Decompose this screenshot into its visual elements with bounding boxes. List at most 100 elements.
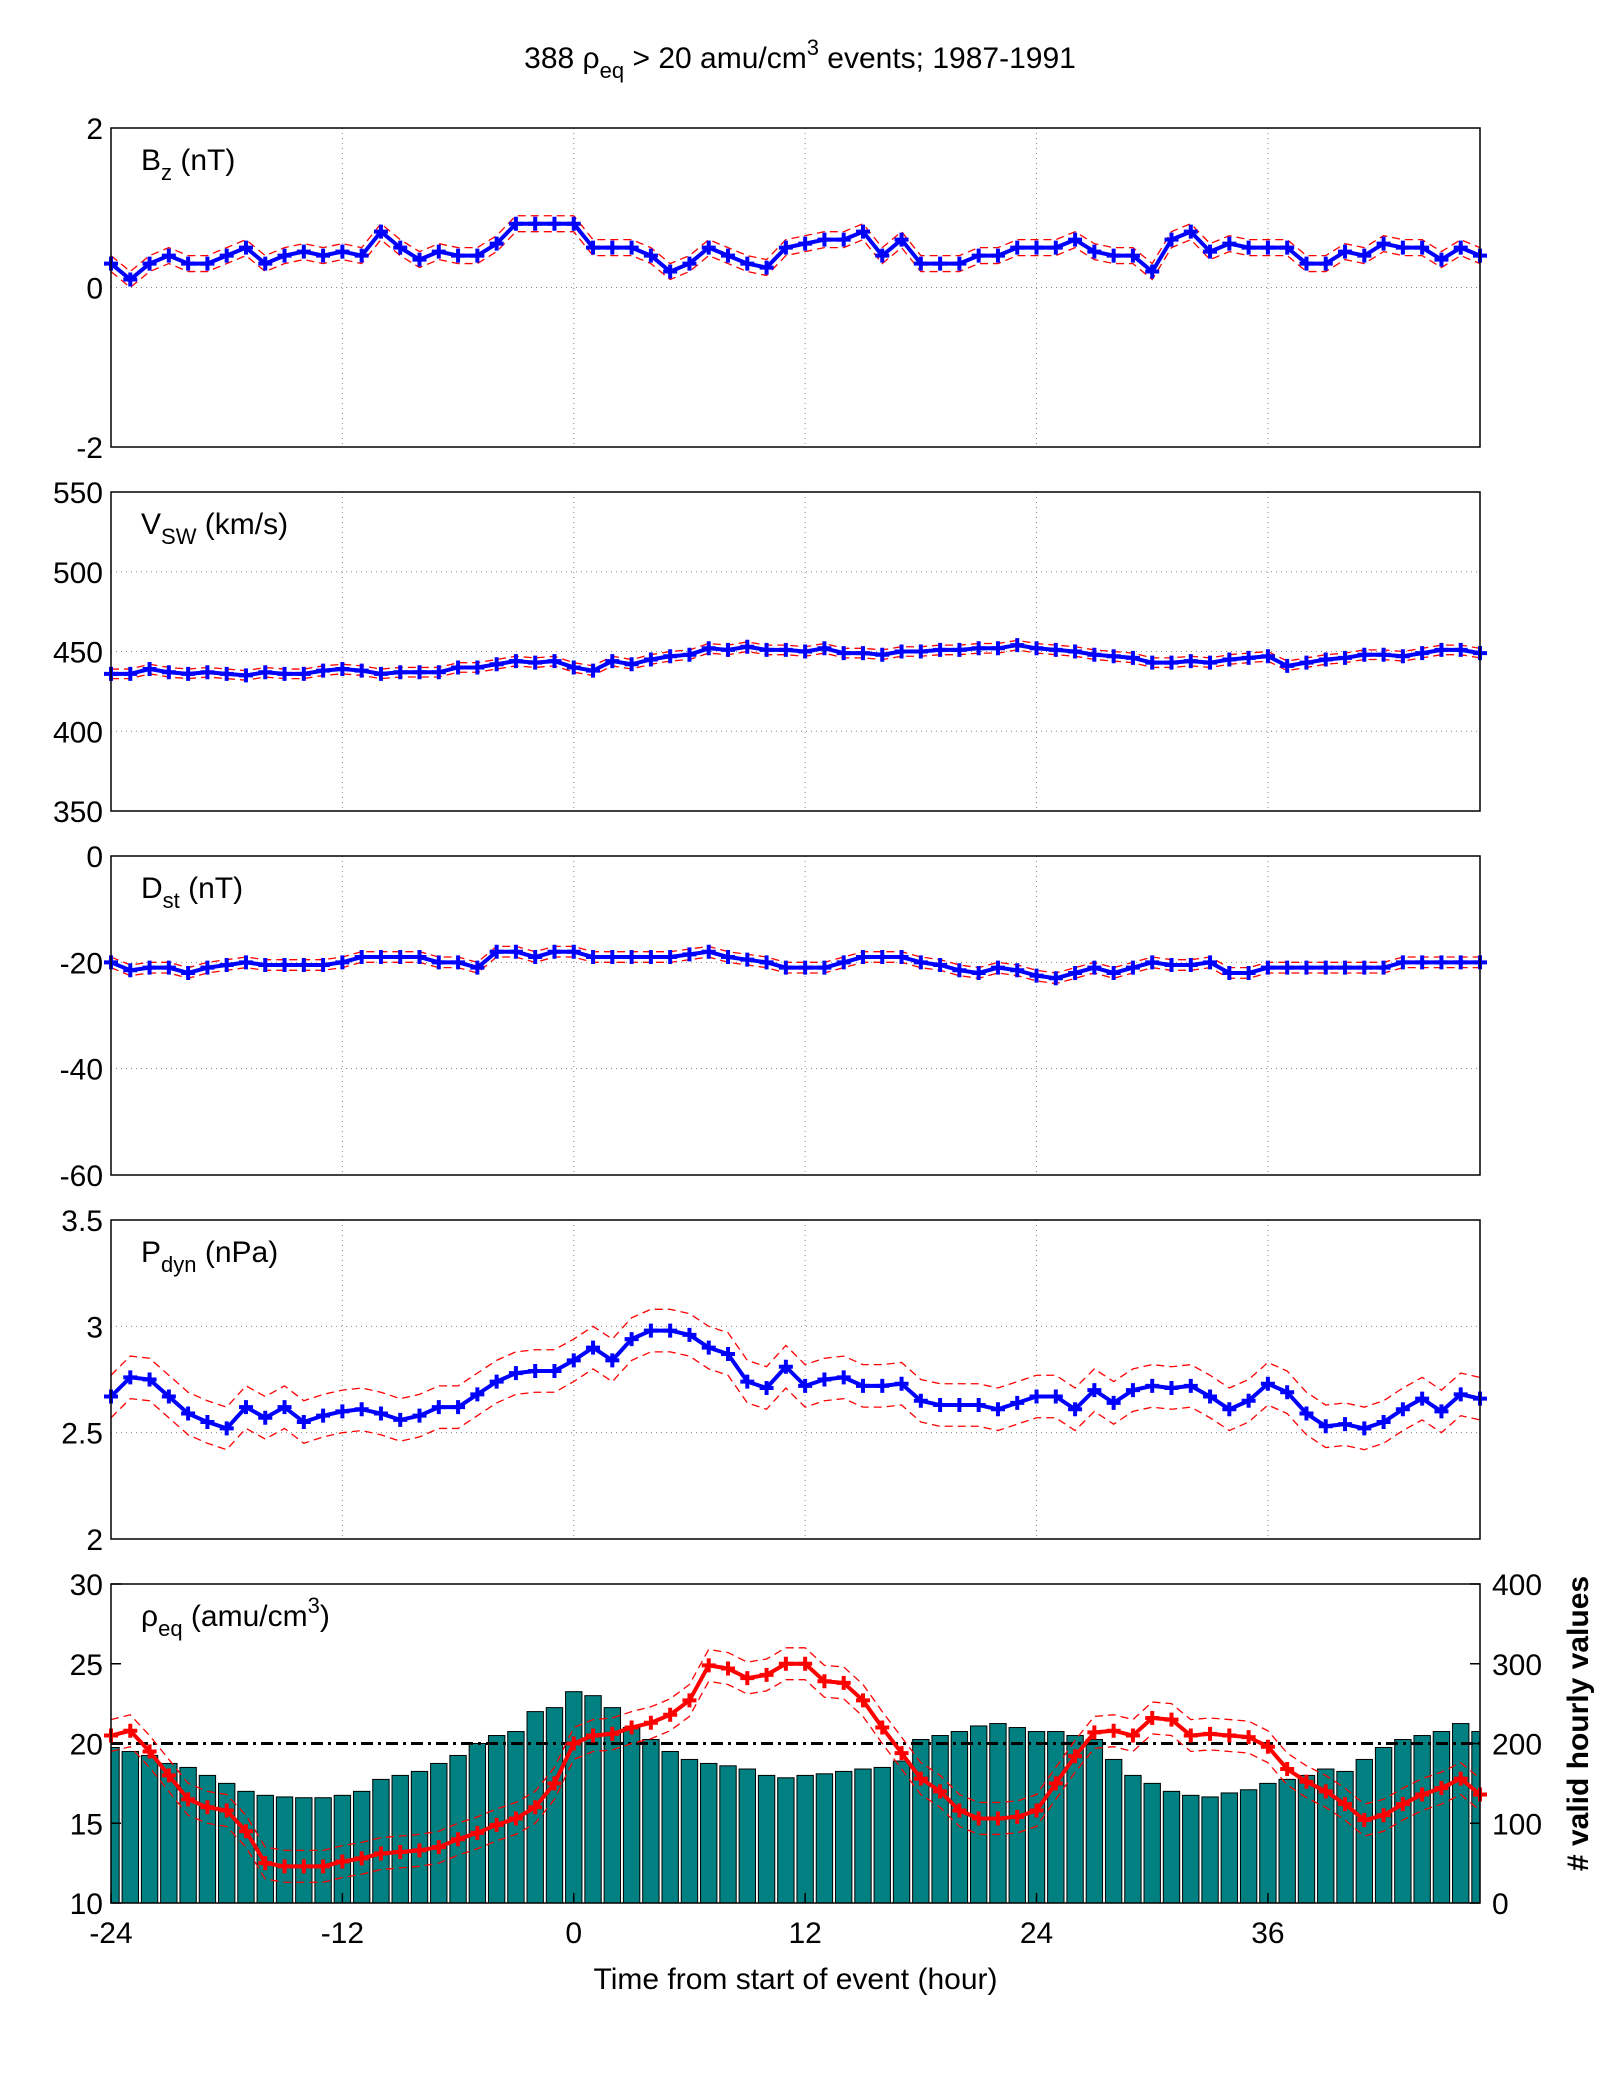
marker xyxy=(258,256,273,271)
marker xyxy=(1106,965,1121,980)
marker xyxy=(489,1817,504,1832)
marker xyxy=(798,644,813,659)
error-lower xyxy=(110,1679,1481,1883)
marker xyxy=(258,957,273,972)
marker xyxy=(875,1378,890,1393)
marker xyxy=(1241,240,1256,255)
marker xyxy=(624,240,639,255)
marker xyxy=(393,1412,408,1427)
marker xyxy=(335,244,350,259)
marker xyxy=(875,647,890,662)
marker xyxy=(1029,1803,1044,1818)
marker xyxy=(1376,1415,1391,1430)
marker xyxy=(200,1800,215,1815)
marker xyxy=(759,1381,774,1396)
marker xyxy=(566,944,581,959)
marker xyxy=(161,960,176,975)
marker xyxy=(721,1346,736,1361)
marker xyxy=(1164,1712,1179,1727)
marker xyxy=(412,1843,427,1858)
text-part: eq xyxy=(600,58,624,83)
marker xyxy=(373,1846,388,1861)
error-lower xyxy=(111,649,1481,681)
marker xyxy=(1125,248,1140,263)
bar xyxy=(1201,1796,1219,1904)
marker xyxy=(1241,1393,1256,1408)
marker xyxy=(605,654,620,669)
marker xyxy=(740,256,755,271)
marker xyxy=(412,950,427,965)
marker xyxy=(566,660,581,675)
marker xyxy=(1087,647,1102,662)
bar xyxy=(854,1768,872,1904)
bar xyxy=(1104,1758,1123,1904)
marker xyxy=(1299,1406,1314,1421)
bar xyxy=(565,1691,583,1904)
error-upper xyxy=(110,1647,1481,1852)
marker xyxy=(855,224,870,239)
marker xyxy=(1395,649,1410,664)
text-part: (nPa) xyxy=(197,1236,279,1269)
marker xyxy=(721,1661,736,1676)
marker xyxy=(1125,960,1140,975)
marker xyxy=(393,950,408,965)
marker xyxy=(238,240,253,255)
marker xyxy=(1434,955,1449,970)
marker xyxy=(933,256,948,271)
marker xyxy=(875,248,890,263)
marker xyxy=(740,1374,755,1389)
marker xyxy=(894,1376,909,1391)
marker xyxy=(1338,244,1353,259)
marker xyxy=(1010,1809,1025,1824)
marker xyxy=(778,1656,793,1671)
marker xyxy=(971,1398,986,1413)
marker xyxy=(1183,957,1198,972)
marker xyxy=(836,646,851,661)
marker xyxy=(586,950,601,965)
marker xyxy=(219,1421,234,1436)
bar xyxy=(796,1774,814,1904)
marker xyxy=(123,272,138,287)
marker xyxy=(1125,1728,1140,1743)
marker xyxy=(759,1667,774,1682)
bar xyxy=(545,1707,564,1904)
marker xyxy=(508,654,523,669)
marker xyxy=(373,224,388,239)
marker xyxy=(508,1366,523,1381)
marker xyxy=(1183,1378,1198,1393)
marker xyxy=(778,240,793,255)
plot-frame xyxy=(110,1219,1481,1540)
marker xyxy=(1338,960,1353,975)
marker xyxy=(219,248,234,263)
marker xyxy=(335,1404,350,1419)
bar xyxy=(777,1777,795,1904)
marker xyxy=(277,1859,292,1874)
text-part: V xyxy=(141,508,161,541)
marker xyxy=(721,950,736,965)
bar xyxy=(333,1794,352,1904)
error-upper xyxy=(111,639,1481,672)
marker xyxy=(123,666,138,681)
marker xyxy=(1357,960,1372,975)
marker xyxy=(1260,1376,1275,1391)
marker xyxy=(817,1674,832,1689)
marker xyxy=(161,1768,176,1783)
bar xyxy=(179,1766,197,1904)
marker xyxy=(759,260,774,275)
panel: 350 400 450 500 550 VSW (km/s) xyxy=(53,477,1487,829)
bar xyxy=(719,1765,737,1904)
marker xyxy=(335,662,350,677)
marker xyxy=(1241,1730,1256,1745)
marker xyxy=(663,1323,678,1338)
marker xyxy=(1087,1725,1102,1740)
marker xyxy=(952,1803,967,1818)
marker xyxy=(1068,1749,1083,1764)
marker xyxy=(952,256,967,271)
marker xyxy=(1434,252,1449,267)
y-tick-label: -60 xyxy=(60,1160,103,1193)
bar xyxy=(237,1790,255,1904)
marker xyxy=(1415,955,1430,970)
marker xyxy=(431,244,446,259)
marker xyxy=(1338,650,1353,665)
